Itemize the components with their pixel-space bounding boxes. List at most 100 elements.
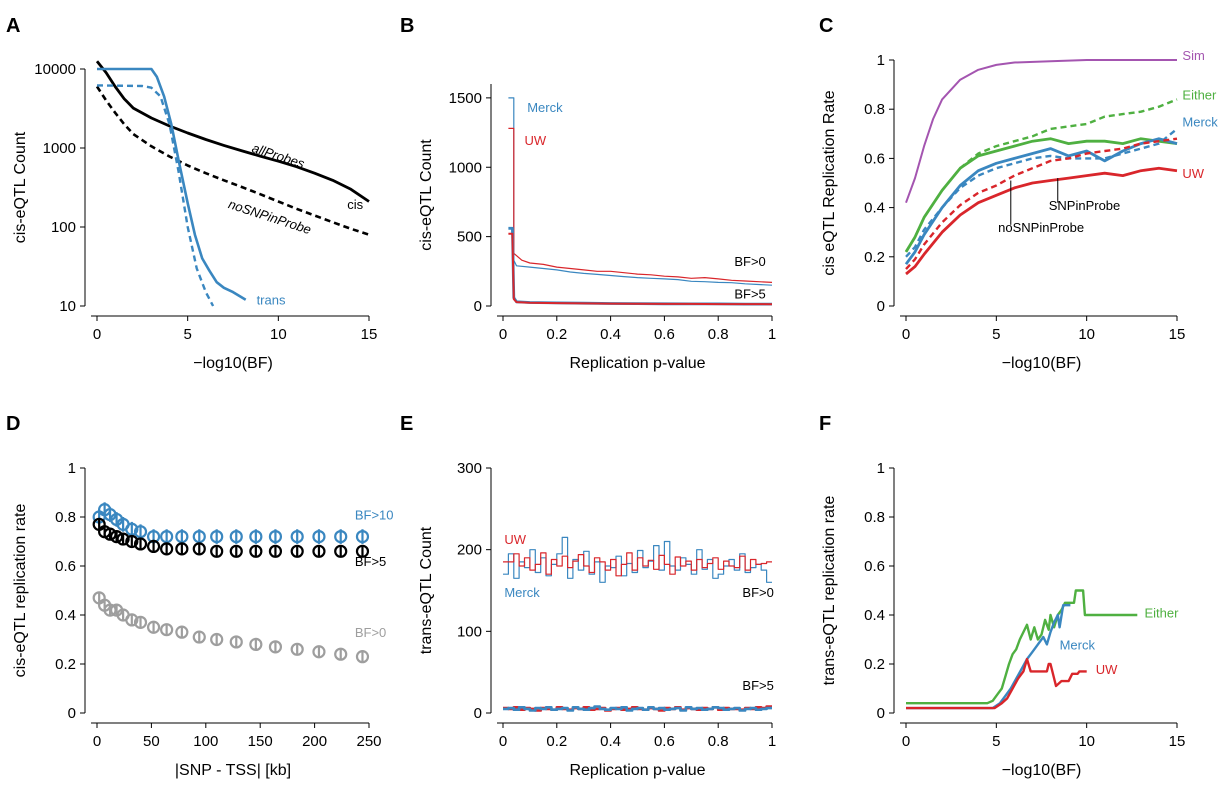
x-tick-label: 5 <box>992 733 1000 750</box>
y-tick-label: 0.8 <box>864 101 885 118</box>
y-tick-label: 1 <box>877 460 885 477</box>
y-tick-label: 500 <box>457 229 482 246</box>
scatter-point <box>355 529 370 544</box>
y-tick-label: 100 <box>51 219 76 236</box>
panel-letter: A <box>6 15 20 37</box>
series-line-3 <box>905 127 1178 258</box>
scatter-point <box>160 529 174 544</box>
annotation-label: BF>5 <box>355 554 386 569</box>
x-tick-label: 0 <box>499 733 507 750</box>
annotation-label: UW <box>504 532 526 547</box>
series-line-2 <box>508 226 772 306</box>
scatter-point <box>116 532 130 546</box>
scatter-point <box>312 529 326 544</box>
series-line-2 <box>906 657 1087 710</box>
panel-letter: D <box>6 413 20 435</box>
scatter-point <box>229 529 243 544</box>
x-tick-label: 10 <box>1078 326 1095 343</box>
x-tick-label: 1 <box>768 733 776 750</box>
x-tick-label: 0.6 <box>654 733 675 750</box>
annotation-label: allProbes <box>250 140 307 171</box>
x-tick-label: 1 <box>768 326 776 343</box>
panel-f: F 0 5 10 15 0 0.2 0.4 0.6 0.8 1 −log10(BF) trans-eQT… <box>819 413 1185 779</box>
scatter-point <box>146 539 161 554</box>
scatter-point <box>229 544 243 558</box>
series-line-0 <box>906 589 1138 705</box>
x-axis-label: −log10(BF) <box>1002 355 1082 372</box>
scatter-point <box>334 529 348 544</box>
y-tick-label: 0 <box>877 705 885 722</box>
series-line-2 <box>97 67 247 301</box>
panel-letter: E <box>400 413 413 435</box>
scatter-point <box>175 529 189 544</box>
y-tick-label: 0.8 <box>864 509 885 526</box>
annotation-label: BF>10 <box>355 507 394 522</box>
x-tick-label: 200 <box>302 733 327 750</box>
y-tick-label: 200 <box>457 542 482 559</box>
annotation-label: BF>5 <box>734 286 765 301</box>
scatter-point <box>290 544 304 558</box>
scatter-point <box>290 642 304 656</box>
y-axis-label: cis-eQTL replication rate <box>12 504 29 678</box>
x-tick-label: 0 <box>902 326 910 343</box>
y-tick-label: 0 <box>474 298 482 315</box>
scatter-point <box>249 637 263 652</box>
scatter-point <box>268 544 283 558</box>
y-tick-label: 10000 <box>34 61 76 78</box>
y-axis-label: cis eQTL Replication Rate <box>821 90 838 275</box>
x-tick-label: 0.6 <box>654 326 675 343</box>
x-axis-label: Replication p-value <box>569 762 705 779</box>
scatter-point <box>355 650 370 664</box>
x-tick-label: 0.8 <box>708 733 729 750</box>
series-line-0 <box>905 59 1177 204</box>
y-tick-label: 0 <box>474 705 482 722</box>
annotation-label: Either <box>1144 605 1179 620</box>
y-axis-label: trans-eQTL Count <box>418 526 435 654</box>
annotation-label: BF>0 <box>734 254 765 269</box>
scatter-point <box>290 529 304 544</box>
series-line-5 <box>905 137 1178 270</box>
scatter-point <box>160 623 174 637</box>
scatter-point <box>175 625 189 639</box>
x-tick-label: 250 <box>356 733 381 750</box>
y-tick-label: 0.2 <box>864 656 885 673</box>
annotation-label: noSNPinProbe <box>227 196 313 237</box>
scatter-point <box>146 620 161 634</box>
scatter-point <box>312 544 326 558</box>
y-tick-label: 1000 <box>43 140 76 157</box>
annotation-label: Either <box>1182 87 1217 102</box>
scatter-point <box>268 640 283 654</box>
y-tick-label: 0.2 <box>55 656 76 673</box>
annotation-label: Merck <box>504 585 540 600</box>
x-tick-label: 0.4 <box>600 733 621 750</box>
y-tick-label: 0 <box>877 298 885 315</box>
panel-e: E 0 0.2 0.4 0.6 0.8 1 0 100 200 300 Replication p-v… <box>400 413 776 779</box>
x-tick-label: 0.2 <box>546 733 567 750</box>
panel-d: D 0 50 100 150 200 250 0 0.2 0.4 0.6 0.8 1 |SNP - TSS… <box>6 413 394 779</box>
series-line-3 <box>503 705 772 712</box>
series-line-1 <box>906 604 1071 710</box>
x-tick-label: 50 <box>143 733 160 750</box>
panel-letter: F <box>819 413 831 435</box>
x-tick-label: 15 <box>1169 326 1186 343</box>
y-tick-label: 0.8 <box>55 509 76 526</box>
x-axis-label: Replication p-value <box>569 355 705 372</box>
x-tick-label: 10 <box>270 326 287 343</box>
annotation-label: UW <box>525 133 547 148</box>
scatter-point <box>334 544 348 558</box>
series-line-3 <box>96 84 215 307</box>
x-tick-label: 0 <box>93 326 101 343</box>
x-tick-label: 15 <box>361 326 378 343</box>
y-tick-label: 0 <box>68 705 76 722</box>
scatter-point <box>312 645 326 659</box>
annotation-label: Merck <box>1060 637 1096 652</box>
series-line-4 <box>904 137 1178 266</box>
scatter-point <box>133 615 148 629</box>
x-tick-label: 10 <box>1078 733 1095 750</box>
scatter-point <box>229 635 243 649</box>
series-line-0 <box>508 97 773 286</box>
x-tick-label: 5 <box>183 326 191 343</box>
scatter-point <box>175 542 189 556</box>
x-tick-label: 0.2 <box>546 326 567 343</box>
y-tick-label: 0.6 <box>55 558 76 575</box>
